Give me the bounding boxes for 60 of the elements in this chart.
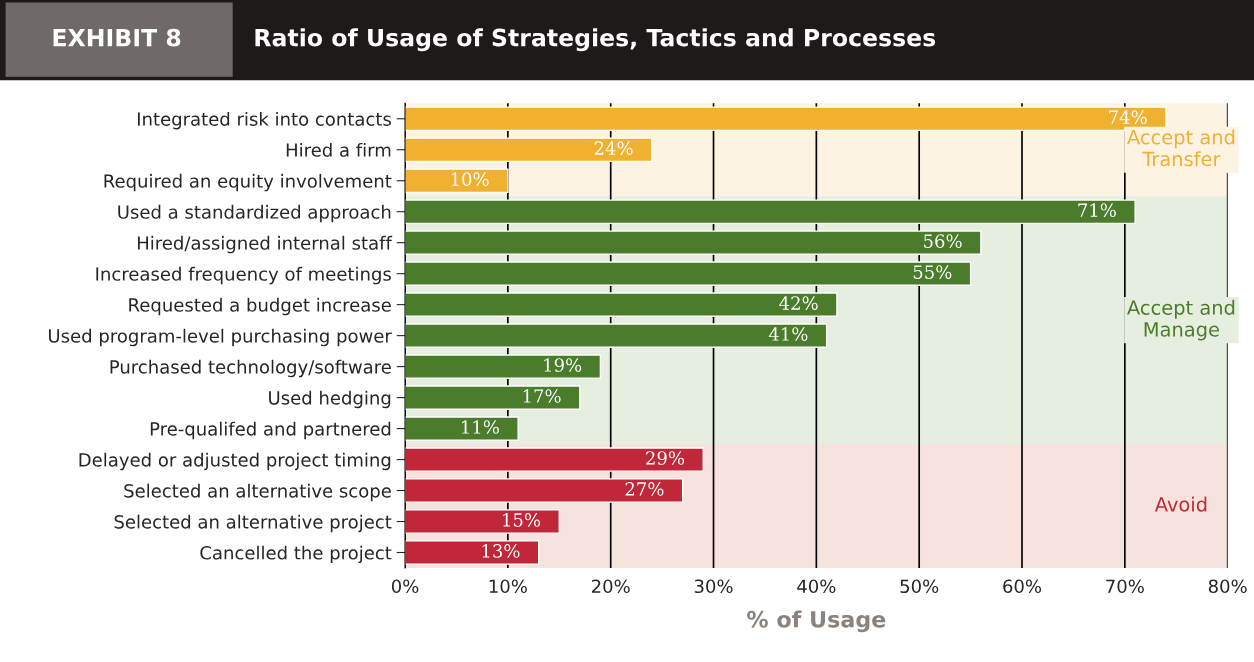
data-label: 24% — [594, 141, 633, 155]
y-tick-label: Required an equity involvement — [104, 173, 392, 192]
data-label: 11% — [462, 420, 499, 434]
data-label: 19% — [544, 358, 582, 372]
bar — [405, 230, 982, 256]
bar — [405, 137, 653, 163]
bar — [405, 509, 560, 534]
y-tick-label: Pre-qualifed and partnered — [150, 421, 391, 440]
bar — [405, 540, 540, 565]
y-tick-label: Integrated risk into contacts — [137, 111, 391, 130]
y-tick-label: Delayed or adjusted project timing — [79, 452, 391, 471]
y-tick-label: Cancelled the project — [200, 545, 392, 564]
y-tick-label: Used hedging — [269, 390, 391, 409]
x-tick-label: 70% — [1106, 579, 1144, 594]
x-tick-label: 0% — [391, 579, 419, 594]
x-tick-label: 40% — [797, 579, 836, 594]
bar — [405, 323, 828, 348]
y-tick-label: Selected an alternative project — [114, 514, 392, 533]
data-label: 17% — [523, 389, 561, 403]
x-tick-label: 50% — [900, 579, 939, 594]
data-label: 13% — [482, 544, 520, 558]
x-tick-label: 30% — [694, 579, 733, 594]
chart-subtitle: Ratio of Usage of Strategies, Tactics and Processes — [255, 28, 936, 52]
band-label: Avoid — [1154, 496, 1207, 512]
x-axis-title: % of Usage — [747, 610, 886, 633]
y-tick-label: Hired a firm — [286, 142, 391, 157]
data-label: 29% — [646, 451, 685, 465]
bar — [405, 385, 581, 410]
bar — [405, 478, 684, 503]
data-label: 71% — [1078, 203, 1116, 217]
x-tick-label: 60% — [1003, 579, 1042, 594]
data-label: 56% — [924, 234, 962, 248]
bar — [405, 354, 602, 379]
text: EXHIBIT 8 — [53, 28, 181, 47]
bar — [405, 106, 1167, 132]
data-label: 10% — [451, 172, 489, 186]
band-label: Accept and Transfer — [1127, 129, 1235, 167]
bar — [405, 416, 519, 441]
band-label: Accept and Manage — [1127, 299, 1235, 341]
y-tick-label: Selected an alternative scope — [124, 483, 391, 502]
bar — [405, 199, 1136, 225]
y-tick-label: Purchased technology/software — [110, 359, 391, 378]
y-tick-label: Requested a budget increase — [129, 297, 391, 316]
bar — [405, 168, 509, 194]
y-tick-label: Increased frequency of meetings — [96, 266, 391, 285]
data-label: 42% — [779, 296, 818, 310]
y-tick-label: Used program-level purchasing power — [49, 328, 392, 347]
y-tick-label: Used a standardized approach — [118, 204, 391, 223]
data-label: 74% — [1109, 110, 1147, 124]
data-label: 15% — [503, 513, 541, 527]
bar — [405, 261, 972, 286]
x-tick-label: 10% — [489, 579, 527, 594]
bar — [405, 292, 838, 317]
y-tick-label: Hired/assigned internal staff — [137, 235, 393, 254]
data-label: 27% — [625, 482, 664, 496]
data-label: 55% — [913, 265, 952, 279]
bar — [405, 447, 704, 472]
data-label: 41% — [768, 327, 808, 341]
x-tick-label: 80% — [1208, 579, 1247, 594]
x-tick-label: 20% — [591, 579, 630, 594]
